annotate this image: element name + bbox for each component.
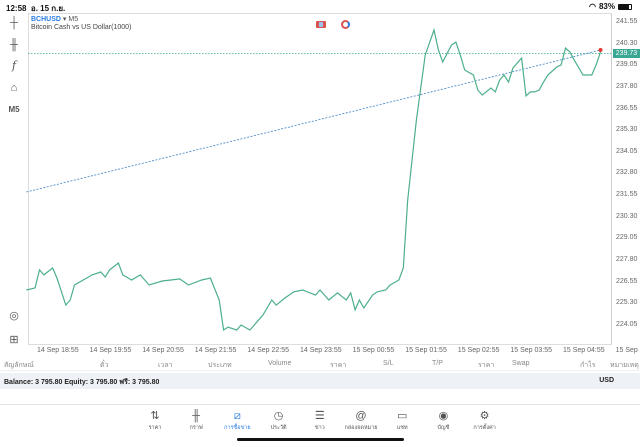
table-header: สัญลักษณ์ ตั๋ว เวลา ประเภท Volume ราคา S/L T/P ร… [0,357,640,371]
price-line [26,27,602,332]
column-header[interactable]: ราคา [330,362,347,369]
column-header[interactable]: T/P [432,360,443,367]
y-tick-label: 240.30 [616,39,638,47]
y-tick-label: 239.05 [616,61,638,69]
x-tick-label: 14 Sep 20:55 [142,347,184,354]
column-header[interactable]: ประเภท [208,362,232,369]
nav-label: กราฟ [189,425,203,431]
quotes-icon: ⇅ [150,410,160,422]
news-icon: ☰ [314,410,325,422]
column-header[interactable]: หมายเหตุ [610,362,639,369]
y-tick-label: 236.55 [616,104,638,112]
one-click-trading-icon[interactable] [316,21,326,28]
column-header[interactable]: ตั๋ว [100,362,109,369]
y-tick-label: 231.55 [616,191,638,199]
wifi-icon: ◠ [589,2,596,11]
battery-icon [618,3,632,10]
y-tick-label: 226.55 [616,277,638,285]
settings-icon: ⚙ [479,410,490,422]
balance-text: Balance: 3 795.80 Equity: 3 795.80 ฟรี: … [4,379,160,386]
nav-label: การซื้อขาย [224,425,251,431]
chart-toolbar: ┼ ╫ f ⌂ M5 ◎ ⊞ [0,13,28,353]
y-tick-label: 237.80 [616,82,638,90]
trend-end-marker [598,48,603,53]
battery-percent: 83% [598,2,615,11]
nav-label: บัญชี [437,425,450,431]
column-header[interactable]: ราคา [478,362,495,369]
column-header[interactable]: Swap [512,360,530,367]
currency-label: USD [599,377,614,384]
nav-item[interactable]: ◷ ประวัติ [259,409,299,432]
account-icon: ◉ [438,410,449,422]
trend-line [26,49,601,193]
nav-item[interactable]: ▭ แชท [382,409,422,432]
objects-icon[interactable]: ⌂ [10,82,18,94]
x-tick-label: 15 Sep 03:55 [510,347,553,354]
nav-item[interactable]: ☰ ข่าว [300,409,340,432]
add-icon[interactable]: ⊞ [9,334,19,346]
x-tick-label: 15 Sep 02:55 [457,347,500,354]
x-tick-label: 14 Sep 23:55 [300,347,342,354]
column-header[interactable]: กำไร [580,362,596,369]
x-tick-label: 14 Sep 18:55 [37,347,79,354]
nav-label: การตั้งค่า [473,425,496,431]
y-tick-label: 230.30 [616,212,638,220]
y-tick-label: 234.05 [616,147,638,155]
indicator-circle-icon[interactable] [341,20,350,29]
home-indicator [237,438,404,441]
chart-description: Bitcoin Cash vs US Dollar(1000) [31,24,132,31]
nav-label: แชท [396,425,408,431]
column-header[interactable]: Volume [268,360,292,367]
nav-item[interactable]: ╫ กราฟ [176,409,216,432]
chart-symbol[interactable]: BCHUSD ▾ M5 [31,16,79,23]
x-tick-label: 14 Sep 21:55 [194,347,237,354]
x-tick-label: 14 Sep 22:55 [247,347,290,354]
y-tick-label: 229.05 [616,234,638,242]
column-header[interactable]: เวลา [158,362,173,369]
nav-label: ข่าว [314,425,325,431]
nav-item[interactable]: ⚙ การตั้งค่า [465,409,505,432]
nav-label: กล่องจดหมาย [344,425,378,431]
zoom-icon[interactable]: ◎ [9,310,19,322]
column-header[interactable]: S/L [383,360,394,367]
nav-item[interactable]: ⧄ การซื้อขาย [217,409,257,432]
column-header[interactable]: สัญลักษณ์ [4,362,34,369]
chart-icon: ╫ [192,410,201,422]
y-tick-label: 241.55 [616,18,638,25]
status-bar: 12:58 อ. 15 ก.ย. ◠ 83% [0,0,640,13]
indicator-f-icon[interactable]: f [11,59,17,72]
history-icon: ◷ [273,410,284,422]
x-tick-label: 15 Sep 05:55 [615,347,640,354]
nav-label: ราคา [148,425,162,431]
status-time: 12:58 อ. 15 ก.ย. [6,4,66,13]
x-tick-label: 14 Sep 19:55 [89,347,132,354]
nav-item[interactable]: ⇅ ราคา [135,409,175,432]
crosshair-icon[interactable]: ┼ [10,17,18,29]
candlestick-icon[interactable]: ╫ [10,39,18,51]
y-tick-label: 225.30 [616,299,638,307]
mailbox-icon: @ [355,410,367,422]
bottom-nav: ⇅ ราคา ╫ กราฟ ⧄ การซื้อขาย ◷ ประวัติ ☰ ข่าว @ กล่อง… [0,404,640,447]
balance-bar: Balance: 3 795.80 Equity: 3 795.80 ฟรี: … [0,373,640,389]
nav-item[interactable]: @ กล่องจดหมาย [341,409,381,432]
nav-item[interactable]: ◉ บัญชี [423,409,463,432]
x-tick-label: 15 Sep 00:55 [352,347,395,354]
x-tick-label: 15 Sep 01:55 [405,347,447,354]
timeframe-button[interactable]: M5 [8,105,20,114]
y-tick-label: 224.05 [616,320,638,328]
y-tick-label: 235.30 [616,126,638,134]
trade-icon: ⧄ [233,410,241,422]
chart-area[interactable] [28,13,612,345]
nav-label: ประวัติ [270,425,287,431]
chat-icon: ▭ [396,410,408,422]
last-price-label: 239.73 [613,49,640,58]
y-tick-label: 232.80 [616,169,638,177]
y-tick-label: 227.80 [616,256,638,264]
x-tick-label: 15 Sep 04:55 [563,347,605,354]
